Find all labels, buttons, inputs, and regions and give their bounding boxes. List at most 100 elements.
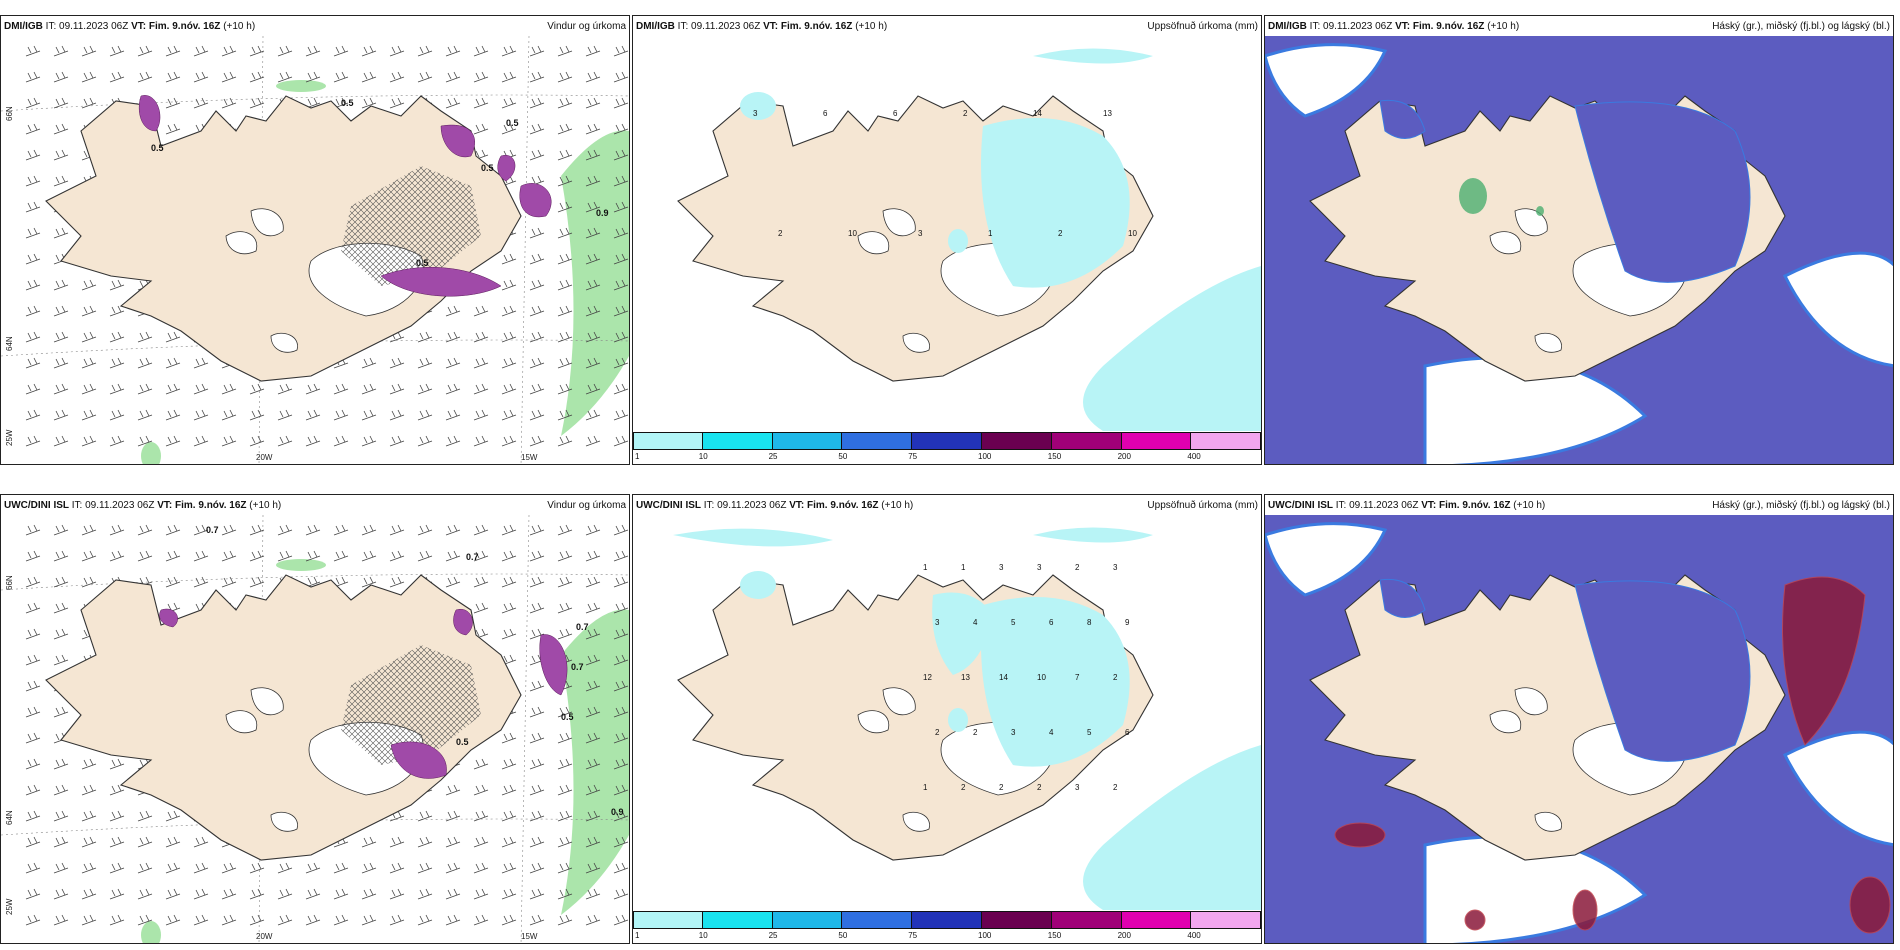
it-value: 09.11.2023 06Z xyxy=(1349,499,1419,511)
it-label: IT: xyxy=(1309,20,1321,32)
panel-top-precip: DMI/IGB IT: 09.11.2023 06Z VT: Fim. 9.nó… xyxy=(632,15,1262,465)
glacier-outline xyxy=(1489,231,1522,255)
precip-value-label: 5 xyxy=(1087,728,1092,737)
colorbar-tick-label: 1 xyxy=(635,931,640,940)
colorbar-swatch xyxy=(1121,911,1192,929)
colorbar-tick-label: 25 xyxy=(768,452,778,461)
precip-value-label: 2 xyxy=(1113,673,1118,682)
vt-value: Fim. 9.nóv. 16Z xyxy=(175,499,247,511)
colorbar-swatch xyxy=(912,911,982,929)
precip-value-label: 7 xyxy=(1075,673,1080,682)
model-name: UWC/DINI ISL xyxy=(1268,499,1333,511)
precip-value-label: 13 xyxy=(1103,109,1112,118)
colorbar: 1 10 25 50 75 100 150 200 400 xyxy=(633,911,1261,943)
rain-value-label: 0.5 xyxy=(341,98,354,108)
precip-value-label: 2 xyxy=(935,728,940,737)
rain-value-label: 0.7 xyxy=(576,622,589,632)
precip-value-label: 13 xyxy=(961,673,970,682)
precip-shading-land xyxy=(740,571,1130,767)
colorbar-tick-label: 10 xyxy=(698,931,708,940)
glacier-outline xyxy=(250,687,284,716)
precip-value-label: 14 xyxy=(1033,109,1042,118)
glacier-outline xyxy=(857,710,890,734)
precip-value-label: 6 xyxy=(1125,728,1130,737)
vt-value: Fim. 9.nóv. 16Z xyxy=(1412,20,1485,32)
heavy-rain-cells xyxy=(138,95,552,297)
vt-label: VT: xyxy=(763,20,779,32)
glacier-outline xyxy=(225,231,258,255)
model-name: DMI/IGB xyxy=(1268,20,1307,32)
panel-header: UWC/DINI ISL IT: 09.11.2023 06Z VT: Fim.… xyxy=(1,495,629,515)
it-label: IT: xyxy=(1335,499,1347,511)
colorbar-swatch xyxy=(633,432,703,450)
glacier-outline xyxy=(1514,687,1548,716)
precip-value-label: 3 xyxy=(918,229,923,238)
lead-time: (+10 h) xyxy=(855,20,888,32)
colorbar-swatch xyxy=(1191,432,1261,450)
precip-value-label: 10 xyxy=(1128,229,1137,238)
panel-top-cloud: DMI/IGB IT: 09.11.2023 06Z VT: Fim. 9.nó… xyxy=(1264,15,1894,465)
lead-time: (+10 h) xyxy=(1487,20,1520,32)
it-value: 09.11.2023 06Z xyxy=(85,499,155,511)
panel-top-wind: DMI/IGB IT: 09.11.2023 06Z VT: Fim. 9.nó… xyxy=(0,15,630,465)
colorbar-swatch xyxy=(981,911,1052,929)
precip-value-label: 2 xyxy=(1113,783,1118,792)
panel-header: UWC/DINI ISL IT: 09.11.2023 06Z VT: Fim.… xyxy=(633,495,1261,515)
it-label: IT: xyxy=(45,20,57,32)
colorbar-swatch xyxy=(1191,911,1261,929)
colorbar-swatch xyxy=(1051,911,1122,929)
rain-value-label: 0.7 xyxy=(466,552,479,562)
colorbar-swatch xyxy=(633,911,703,929)
panel-header: DMI/IGB IT: 09.11.2023 06Z VT: Fim. 9.nó… xyxy=(633,16,1261,36)
colorbar-swatch xyxy=(842,432,913,450)
precip-value-label: 1 xyxy=(961,563,966,572)
rain-value-label: 0.5 xyxy=(151,143,164,153)
lat-label: 64N xyxy=(5,336,14,351)
rain-shading-sea xyxy=(141,80,629,464)
panel-bottom-cloud: UWC/DINI ISL IT: 09.11.2023 06Z VT: Fim.… xyxy=(1264,494,1894,944)
panel-title: Háský (gr.), miðský (fj.bl.) og lágský (… xyxy=(1712,20,1890,32)
precip-value-label: 2 xyxy=(961,783,966,792)
lon-label: 20W xyxy=(256,932,273,941)
rain-value-label: 0.5 xyxy=(561,712,574,722)
precip-value-label: 2 xyxy=(1037,783,1042,792)
panel-bottom-wind: UWC/DINI ISL IT: 09.11.2023 06Z VT: Fim.… xyxy=(0,494,630,944)
precip-value-label: 4 xyxy=(1049,728,1054,737)
cloud-map xyxy=(1265,515,1893,943)
colorbar-tick-label: 75 xyxy=(908,452,918,461)
it-value: 09.11.2023 06Z xyxy=(59,20,129,32)
colorbar-tick-label: 25 xyxy=(768,931,778,940)
lat-label: 66N xyxy=(5,106,14,121)
colorbar-swatches xyxy=(633,432,1261,450)
vt-value: Fim. 9.nóv. 16Z xyxy=(780,20,853,32)
precip-shading-sea xyxy=(673,527,1261,910)
precip-value-label: 1 xyxy=(923,563,928,572)
clear-sky-areas xyxy=(1265,43,1893,464)
precip-value-label: 2 xyxy=(1075,563,1080,572)
high-cloud-areas xyxy=(1334,576,1891,934)
it-value: 09.11.2023 06Z xyxy=(717,499,787,511)
rain-value-label: 0.7 xyxy=(206,525,219,535)
it-value: 09.11.2023 06Z xyxy=(1323,20,1393,32)
wind-map: 0.7 0.7 0.7 0.9 0.5 0.5 0.7 xyxy=(1,515,629,943)
model-name: UWC/DINI ISL xyxy=(4,499,69,511)
colorbar-tick-label: 1 xyxy=(635,452,640,461)
vt-label: VT: xyxy=(131,20,147,32)
lon-label: 15W xyxy=(521,453,538,462)
panel-header: DMI/IGB IT: 09.11.2023 06Z VT: Fim. 9.nó… xyxy=(1265,16,1893,36)
precip-shading-sea xyxy=(1033,48,1261,431)
vt-label: VT: xyxy=(789,499,805,511)
glacier-outline xyxy=(270,332,298,353)
precip-value-label: 12 xyxy=(923,673,932,682)
glacier-outline xyxy=(902,332,930,353)
colorbar-tick-label: 200 xyxy=(1117,931,1131,940)
mid-cloud-over-land xyxy=(1379,578,1751,762)
precip-value-label: 2 xyxy=(778,229,783,238)
mid-cloud-over-land xyxy=(1379,99,1751,283)
panel-header: UWC/DINI ISL IT: 09.11.2023 06Z VT: Fim.… xyxy=(1265,495,1893,515)
colorbar-swatch xyxy=(1121,432,1192,450)
model-name: DMI/IGB xyxy=(4,20,43,32)
rain-value-label: 0.9 xyxy=(611,807,624,817)
model-name: UWC/DINI ISL xyxy=(636,499,701,511)
cloud-map xyxy=(1265,36,1893,464)
